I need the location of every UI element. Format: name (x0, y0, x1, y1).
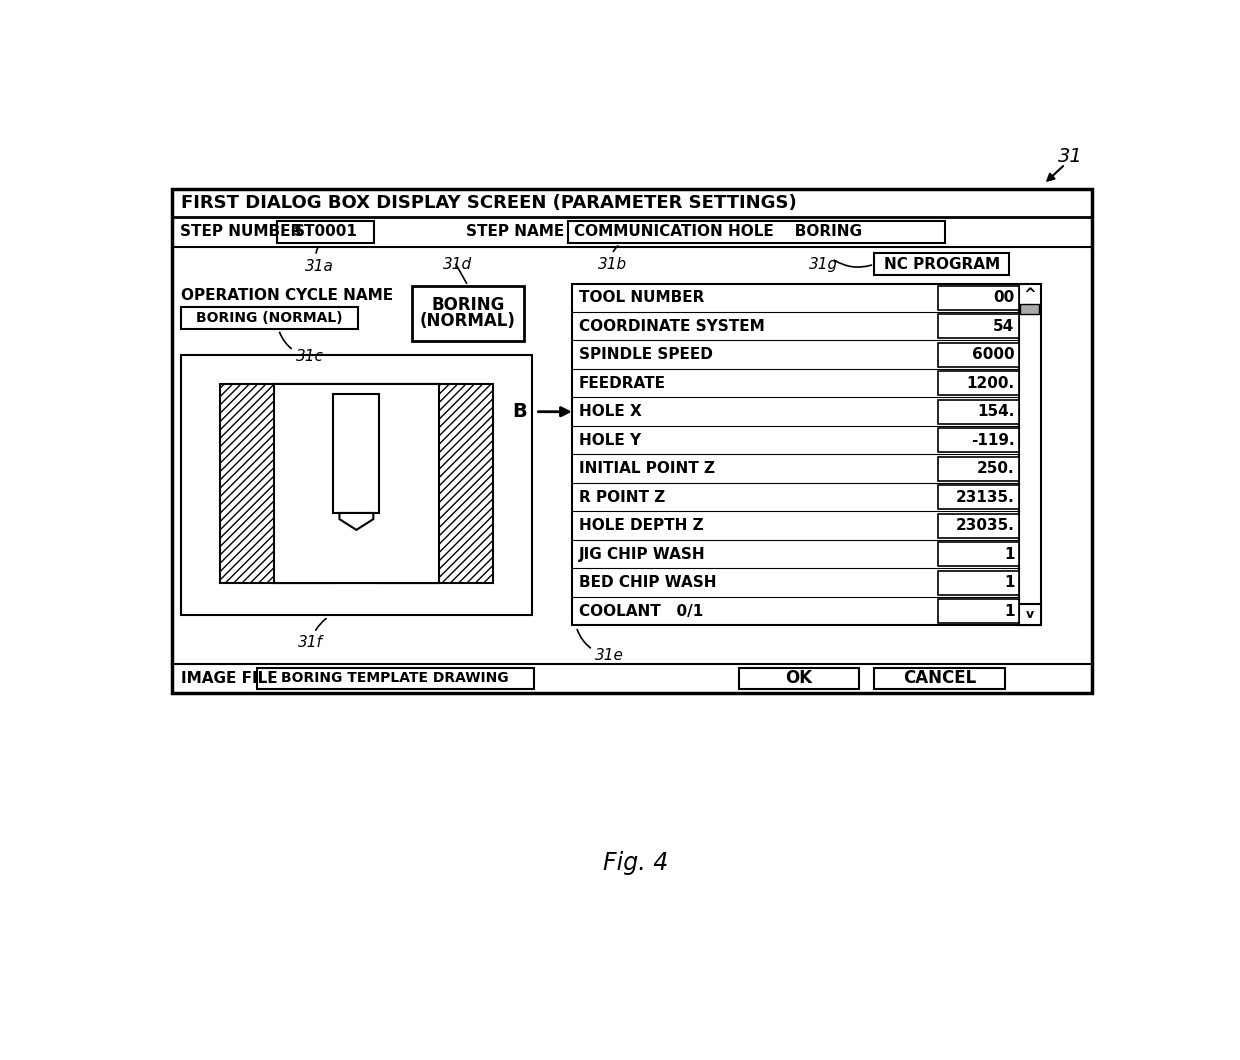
Bar (939, 543, 1019, 566)
Bar (568, 222, 945, 243)
Text: BORING (NORMAL): BORING (NORMAL) (196, 312, 343, 325)
Text: IMAGE FILE: IMAGE FILE (181, 671, 278, 686)
Bar (172, 189, 1092, 693)
Text: 54: 54 (993, 319, 1014, 334)
Text: COORDINATE SYSTEM: COORDINATE SYSTEM (579, 319, 764, 334)
Text: 00: 00 (993, 290, 1014, 305)
Text: OPERATION CYCLE NAME: OPERATION CYCLE NAME (181, 287, 393, 302)
Bar (739, 668, 859, 689)
Text: 6000: 6000 (972, 348, 1014, 363)
Bar (181, 307, 358, 329)
Text: JIG CHIP WASH: JIG CHIP WASH (579, 547, 706, 562)
Text: HOLE DEPTH Z: HOLE DEPTH Z (579, 518, 703, 533)
Text: Fig. 4: Fig. 4 (603, 850, 668, 874)
Text: NC PROGRAM: NC PROGRAM (884, 257, 999, 271)
Text: (NORMAL): (NORMAL) (420, 313, 516, 331)
Bar (181, 355, 532, 616)
Bar (939, 400, 1019, 424)
Text: STEP NAME: STEP NAME (466, 225, 564, 240)
Bar (939, 371, 1019, 395)
Text: OK: OK (786, 669, 812, 687)
Bar (939, 485, 1019, 509)
Text: 31f: 31f (299, 619, 326, 651)
Text: v: v (1025, 608, 1034, 621)
Bar (573, 283, 1019, 625)
Text: COMMUNICATION HOLE    BORING: COMMUNICATION HOLE BORING (574, 225, 862, 240)
Text: 31e: 31e (577, 630, 624, 664)
Text: 154.: 154. (977, 404, 1014, 419)
Bar (1021, 303, 1039, 315)
Bar (1019, 283, 1040, 625)
Bar (939, 514, 1019, 537)
Text: SPINDLE SPEED: SPINDLE SPEED (579, 348, 713, 363)
Text: HOLE Y: HOLE Y (579, 432, 641, 447)
Text: 1200.: 1200. (966, 375, 1014, 391)
Text: BORING TEMPLATE DRAWING: BORING TEMPLATE DRAWING (281, 671, 510, 685)
Text: HOLE X: HOLE X (579, 404, 641, 419)
Text: 1: 1 (1004, 576, 1014, 590)
Text: 31b: 31b (598, 246, 627, 272)
Polygon shape (340, 513, 373, 530)
Bar (939, 599, 1019, 623)
Text: COOLANT   0/1: COOLANT 0/1 (579, 603, 703, 619)
Bar (939, 286, 1019, 310)
Text: 250.: 250. (977, 461, 1014, 476)
Text: 31g: 31g (808, 257, 838, 272)
Bar (874, 253, 1009, 275)
Text: 23135.: 23135. (956, 490, 1014, 505)
Bar (939, 570, 1019, 595)
Bar (939, 457, 1019, 480)
Bar (874, 668, 1006, 689)
Bar (219, 385, 494, 583)
Bar (939, 342, 1019, 367)
Text: ^: ^ (1023, 287, 1037, 302)
Text: 31: 31 (1058, 147, 1083, 166)
Text: 31c: 31c (279, 333, 324, 364)
Text: BED CHIP WASH: BED CHIP WASH (579, 576, 715, 590)
Text: INITIAL POINT Z: INITIAL POINT Z (579, 461, 714, 476)
Text: ST0001: ST0001 (294, 225, 357, 240)
Bar (939, 315, 1019, 338)
Bar (278, 222, 373, 243)
Text: B: B (512, 402, 527, 421)
Text: CANCEL: CANCEL (903, 669, 976, 687)
Bar (257, 668, 534, 689)
Text: -119.: -119. (971, 432, 1014, 447)
Bar (274, 385, 439, 583)
Bar (334, 393, 379, 513)
Text: 23035.: 23035. (956, 518, 1014, 533)
Bar (412, 286, 523, 341)
Text: R POINT Z: R POINT Z (579, 490, 665, 505)
Text: 1: 1 (1004, 547, 1014, 562)
Text: FIRST DIALOG BOX DISPLAY SCREEN (PARAMETER SETTINGS): FIRST DIALOG BOX DISPLAY SCREEN (PARAMET… (181, 194, 797, 212)
Bar (939, 428, 1019, 453)
Text: 31a: 31a (305, 247, 335, 273)
Text: STEP NUMBER: STEP NUMBER (180, 225, 301, 240)
Text: FEEDRATE: FEEDRATE (579, 375, 666, 391)
Text: BORING: BORING (432, 296, 505, 314)
Bar (1019, 604, 1040, 625)
Text: 1: 1 (1004, 603, 1014, 619)
Text: 31d: 31d (443, 257, 472, 272)
Text: TOOL NUMBER: TOOL NUMBER (579, 290, 704, 305)
